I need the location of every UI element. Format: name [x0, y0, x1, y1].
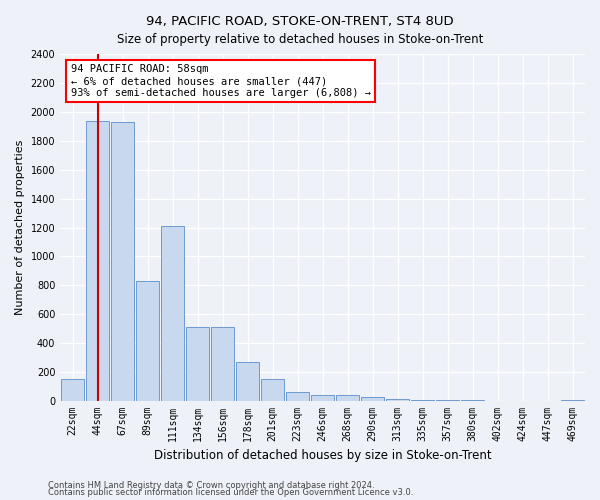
Bar — [311, 394, 334, 401]
Text: 94 PACIFIC ROAD: 58sqm
← 6% of detached houses are smaller (447)
93% of semi-det: 94 PACIFIC ROAD: 58sqm ← 6% of detached … — [71, 64, 371, 98]
Bar — [286, 392, 309, 401]
Bar — [136, 281, 159, 401]
Bar — [262, 378, 284, 401]
Bar — [436, 400, 459, 401]
Bar — [187, 328, 209, 401]
Bar — [61, 380, 84, 401]
Bar — [161, 226, 184, 401]
Text: Contains public sector information licensed under the Open Government Licence v3: Contains public sector information licen… — [48, 488, 413, 497]
Bar — [236, 362, 259, 401]
Bar — [112, 122, 134, 401]
Bar — [361, 396, 384, 401]
Bar — [337, 396, 359, 401]
Y-axis label: Number of detached properties: Number of detached properties — [15, 140, 25, 315]
Bar — [561, 400, 584, 401]
Bar — [386, 399, 409, 401]
Bar — [412, 400, 434, 401]
Bar — [211, 328, 234, 401]
X-axis label: Distribution of detached houses by size in Stoke-on-Trent: Distribution of detached houses by size … — [154, 450, 491, 462]
Text: 94, PACIFIC ROAD, STOKE-ON-TRENT, ST4 8UD: 94, PACIFIC ROAD, STOKE-ON-TRENT, ST4 8U… — [146, 15, 454, 28]
Text: Size of property relative to detached houses in Stoke-on-Trent: Size of property relative to detached ho… — [117, 32, 483, 46]
Bar — [86, 120, 109, 401]
Text: Contains HM Land Registry data © Crown copyright and database right 2024.: Contains HM Land Registry data © Crown c… — [48, 480, 374, 490]
Bar — [461, 400, 484, 401]
